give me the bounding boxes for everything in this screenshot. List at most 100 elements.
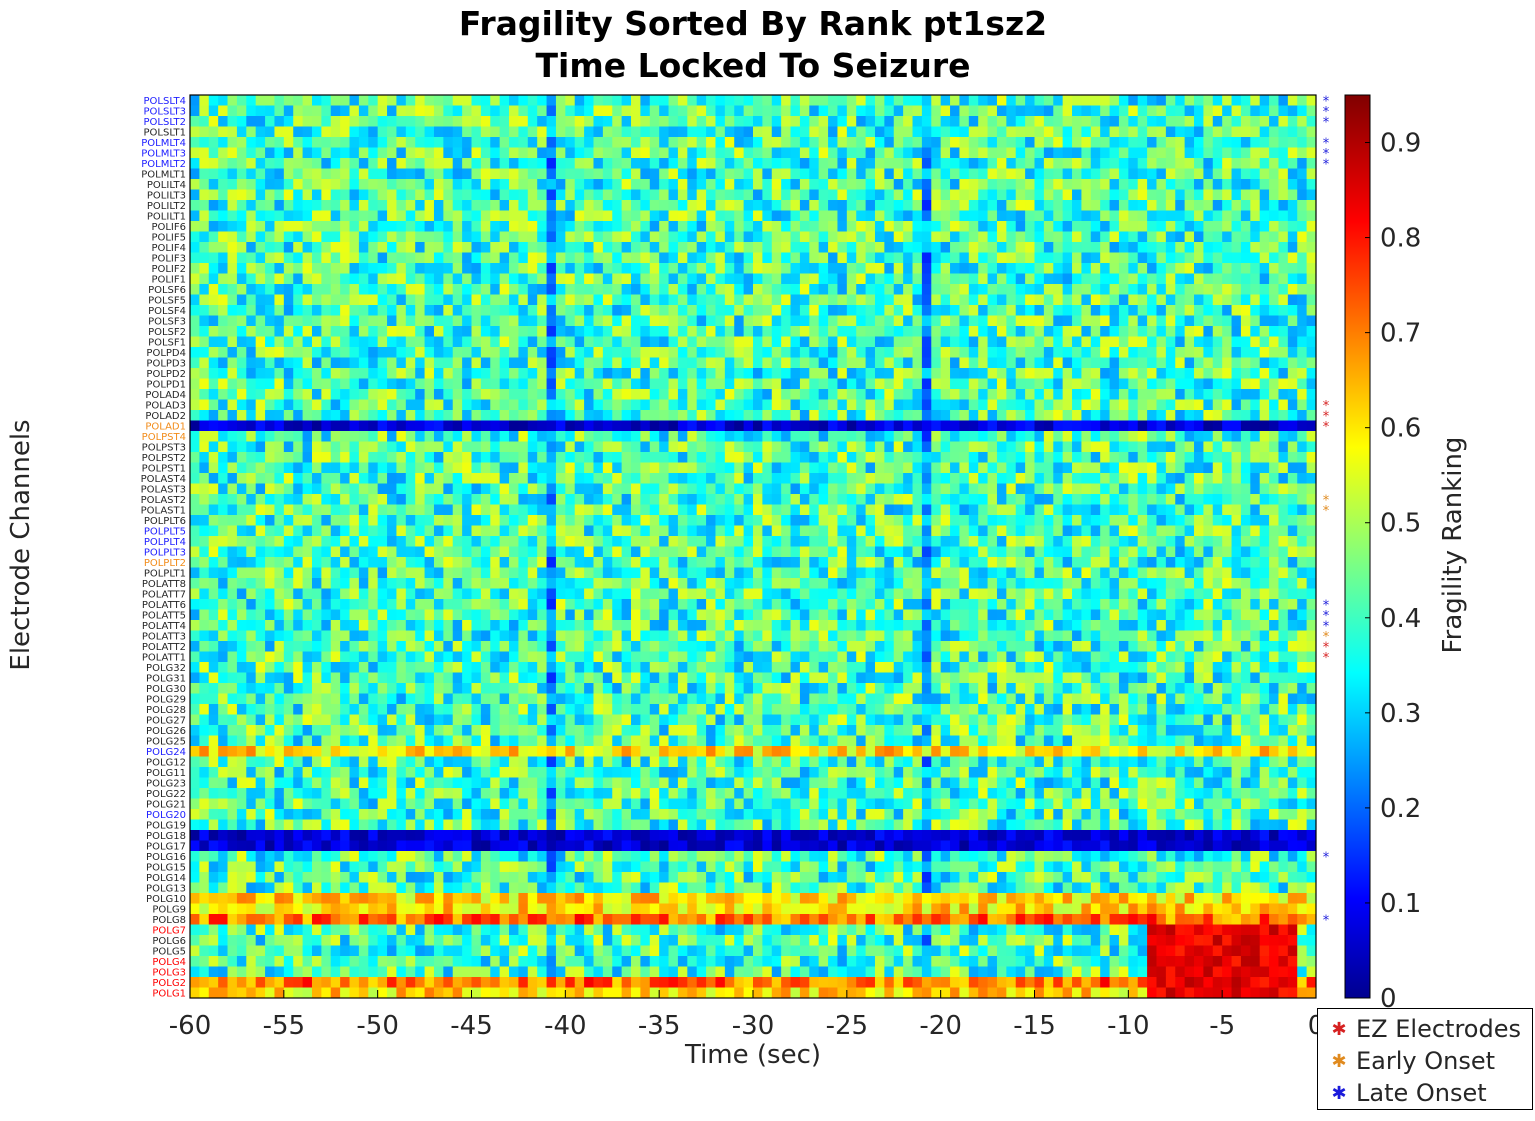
heatmap-cell xyxy=(659,158,670,169)
heatmap-cell xyxy=(405,116,416,127)
heatmap-cell xyxy=(227,305,238,316)
heatmap-cell xyxy=(1175,441,1186,453)
heatmap-cell xyxy=(846,242,857,253)
heatmap-cell xyxy=(518,410,529,421)
heatmap-cell xyxy=(1194,494,1204,505)
heatmap-cell xyxy=(274,357,285,369)
heatmap-cell xyxy=(1006,263,1017,274)
heatmap-cell xyxy=(293,221,304,232)
heatmap-cell xyxy=(246,263,257,274)
heatmap-cell xyxy=(527,179,538,190)
heatmap-cell xyxy=(255,525,266,537)
heatmap-cell xyxy=(856,357,867,369)
heatmap-cell xyxy=(593,200,604,211)
heatmap-cell xyxy=(1006,368,1017,379)
heatmap-cell xyxy=(837,116,848,127)
heatmap-cell xyxy=(565,200,576,211)
heatmap-cell xyxy=(790,147,801,159)
heatmap-cell xyxy=(921,242,932,253)
heatmap-cell xyxy=(537,452,548,463)
heatmap-cell xyxy=(236,95,247,106)
heatmap-cell xyxy=(921,504,932,516)
heatmap-cell xyxy=(236,137,247,148)
heatmap-cell xyxy=(1278,105,1289,117)
heatmap-cell xyxy=(987,462,998,474)
heatmap-cell xyxy=(593,494,604,505)
heatmap-cell xyxy=(1212,431,1223,442)
heatmap-cell xyxy=(1194,179,1204,190)
heatmap-cell xyxy=(659,431,670,442)
heatmap-cell xyxy=(1222,452,1233,463)
heatmap-cell xyxy=(1109,105,1120,117)
heatmap-cell xyxy=(1006,200,1017,211)
heatmap-cell xyxy=(1231,179,1242,190)
heatmap-cell xyxy=(396,252,407,264)
heatmap-cell xyxy=(781,242,792,253)
heatmap-cell xyxy=(978,420,989,432)
heatmap-cell xyxy=(602,431,613,442)
heatmap-cell xyxy=(884,420,895,432)
heatmap-cell xyxy=(696,126,707,138)
heatmap-cell xyxy=(846,284,857,295)
heatmap-cell xyxy=(274,473,285,484)
heatmap-cell xyxy=(1259,158,1270,169)
heatmap-cell xyxy=(433,441,444,453)
heatmap-cell xyxy=(1137,168,1148,180)
heatmap-cell xyxy=(621,189,632,201)
heatmap-cell xyxy=(959,126,970,138)
heatmap-cell xyxy=(1278,473,1289,484)
heatmap-cell xyxy=(1043,504,1054,516)
heatmap-cell xyxy=(1306,494,1317,505)
heatmap-cell xyxy=(612,105,623,117)
heatmap-cell xyxy=(274,137,285,148)
heatmap-cell xyxy=(1175,168,1186,180)
heatmap-cell xyxy=(1269,221,1279,232)
heatmap-cell xyxy=(190,389,200,400)
heatmap-cell xyxy=(1250,263,1261,274)
heatmap-cell xyxy=(809,273,820,285)
heatmap-cell xyxy=(377,494,388,505)
heatmap-cell xyxy=(1222,263,1233,274)
heatmap-cell xyxy=(518,462,529,474)
heatmap-cell xyxy=(565,462,576,474)
heatmap-cell xyxy=(387,263,397,274)
heatmap-cell xyxy=(734,126,745,138)
heatmap-cell xyxy=(1156,147,1167,159)
heatmap-cell xyxy=(687,525,698,537)
heatmap-cell xyxy=(208,273,219,285)
heatmap-cell xyxy=(884,410,895,421)
heatmap-cell xyxy=(546,326,557,337)
heatmap-cell xyxy=(1203,147,1214,159)
heatmap-cell xyxy=(1222,231,1233,243)
heatmap-cell xyxy=(931,368,942,379)
heatmap-cell xyxy=(246,200,257,211)
heatmap-cell xyxy=(387,273,397,285)
heatmap-cell xyxy=(227,252,238,264)
heatmap-cell xyxy=(1184,231,1195,243)
heatmap-cell xyxy=(631,515,641,526)
heatmap-cell xyxy=(978,126,989,138)
heatmap-cell xyxy=(405,126,416,138)
heatmap-cell xyxy=(734,410,745,421)
heatmap-cell xyxy=(1222,284,1233,295)
heatmap-cell xyxy=(771,284,782,295)
heatmap-cell xyxy=(762,210,773,222)
heatmap-cell xyxy=(443,189,454,201)
heatmap-cell xyxy=(884,452,895,463)
heatmap-cell xyxy=(771,515,782,526)
heatmap-cell xyxy=(884,168,895,180)
heatmap-cell xyxy=(1259,221,1270,232)
heatmap-cell xyxy=(471,158,482,169)
heatmap-cell xyxy=(1137,410,1148,421)
heatmap-cell xyxy=(555,294,566,306)
heatmap-cell xyxy=(706,452,716,463)
heatmap-cell xyxy=(884,158,895,169)
heatmap-cell xyxy=(1222,179,1233,190)
heatmap-cell xyxy=(715,368,726,379)
heatmap-cell xyxy=(584,95,594,106)
heatmap-cell xyxy=(509,284,519,295)
heatmap-cell xyxy=(687,200,698,211)
heatmap-cell xyxy=(1034,179,1045,190)
heatmap-cell xyxy=(330,137,341,148)
heatmap-cell xyxy=(415,116,426,127)
